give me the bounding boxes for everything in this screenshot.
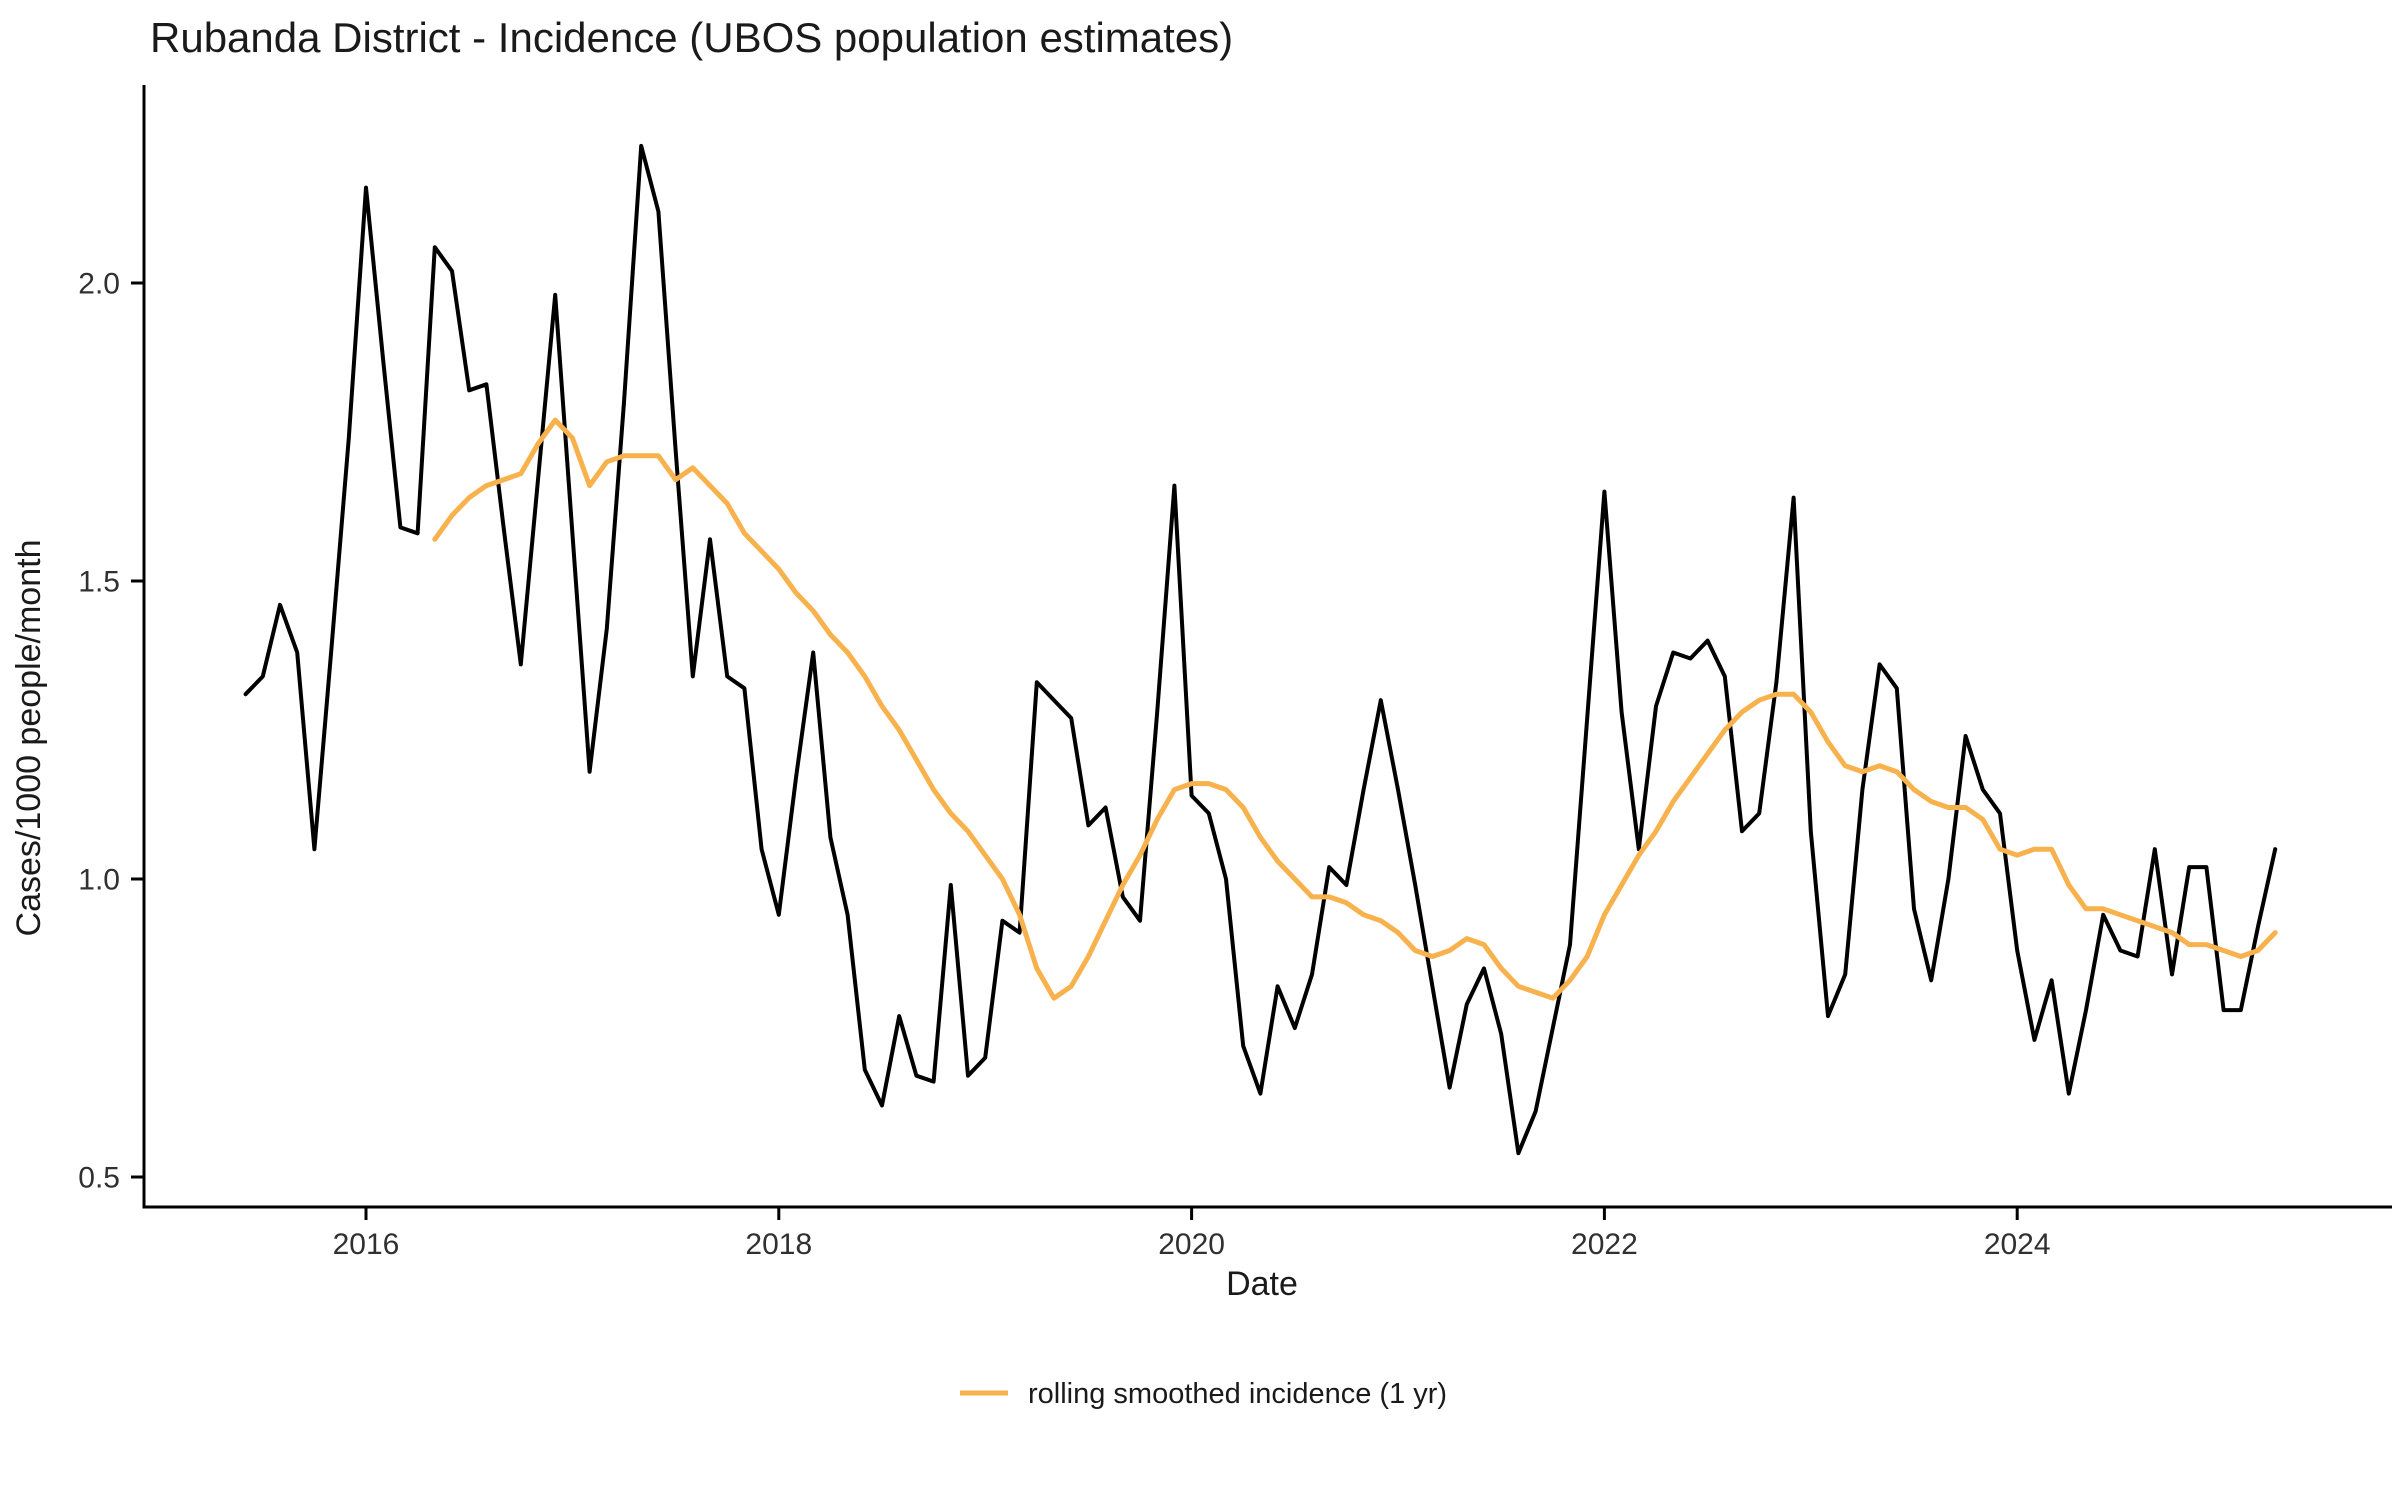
x-tick-label: 2018 [745,1228,812,1261]
x-axis-title: Date [1226,1265,1298,1303]
x-axis-ticks: 2016 2018 2020 2022 2024 [333,1207,2051,1261]
y-axis-ticks: 0.5 1.0 1.5 2.0 [78,268,144,1195]
chart-title: Rubanda District - Incidence (UBOS popul… [150,14,1233,61]
x-tick-label: 2020 [1158,1228,1225,1261]
smoothed-incidence-line [432,417,2278,1001]
y-tick-label: 1.5 [78,566,120,599]
y-tick-label: 1.0 [78,864,120,897]
x-tick-label: 2024 [1984,1228,2051,1261]
y-axis-title: Cases/1000 people/month [10,540,48,937]
plot-series [243,143,2278,1156]
y-tick-label: 2.0 [78,268,120,301]
x-tick-label: 2022 [1571,1228,1638,1261]
raw-incidence-line [243,143,2278,1156]
y-tick-label: 0.5 [78,1162,120,1195]
legend: rolling smoothed incidence (1 yr) [960,1378,1447,1410]
legend-label: rolling smoothed incidence (1 yr) [1028,1378,1447,1410]
x-tick-label: 2016 [333,1228,400,1261]
